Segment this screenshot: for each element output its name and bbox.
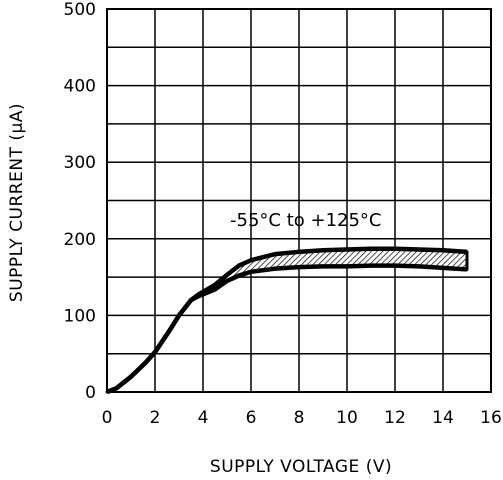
y-tick-label: 400 xyxy=(64,77,96,97)
grid xyxy=(106,8,492,393)
x-axis-label: SUPPLY VOLTAGE (V) xyxy=(210,457,392,477)
band-area xyxy=(105,247,469,394)
x-tick-label: 10 xyxy=(336,408,358,428)
x-tick-label: 6 xyxy=(246,408,257,428)
x-tick-label: 16 xyxy=(480,408,502,428)
x-tick-label: 8 xyxy=(294,408,305,428)
y-tick-labels: 0 100 200 300 400 500 xyxy=(64,0,96,403)
x-tick-label: 0 xyxy=(102,408,113,428)
y-tick-label: 300 xyxy=(64,153,96,173)
plot-frame xyxy=(106,8,492,393)
x-tick-label: 12 xyxy=(384,408,406,428)
y-tick-label: 0 xyxy=(85,383,96,403)
curve-band xyxy=(105,246,469,395)
y-axis-label: SUPPLY CURRENT (μA) xyxy=(7,103,27,302)
series-lower-line xyxy=(106,263,468,395)
y-tick-label: 200 xyxy=(64,230,96,250)
x-tick-label: 4 xyxy=(198,408,209,428)
temperature-range-annotation: -55°C to +125°C xyxy=(230,210,382,231)
x-tick-label: 2 xyxy=(150,408,161,428)
y-tick-label: 500 xyxy=(64,0,96,20)
series-upper-line xyxy=(106,246,468,395)
x-tick-label: 14 xyxy=(432,408,454,428)
y-tick-label: 100 xyxy=(64,306,96,326)
x-tick-labels: 0 2 4 6 8 10 12 14 16 xyxy=(102,408,502,428)
